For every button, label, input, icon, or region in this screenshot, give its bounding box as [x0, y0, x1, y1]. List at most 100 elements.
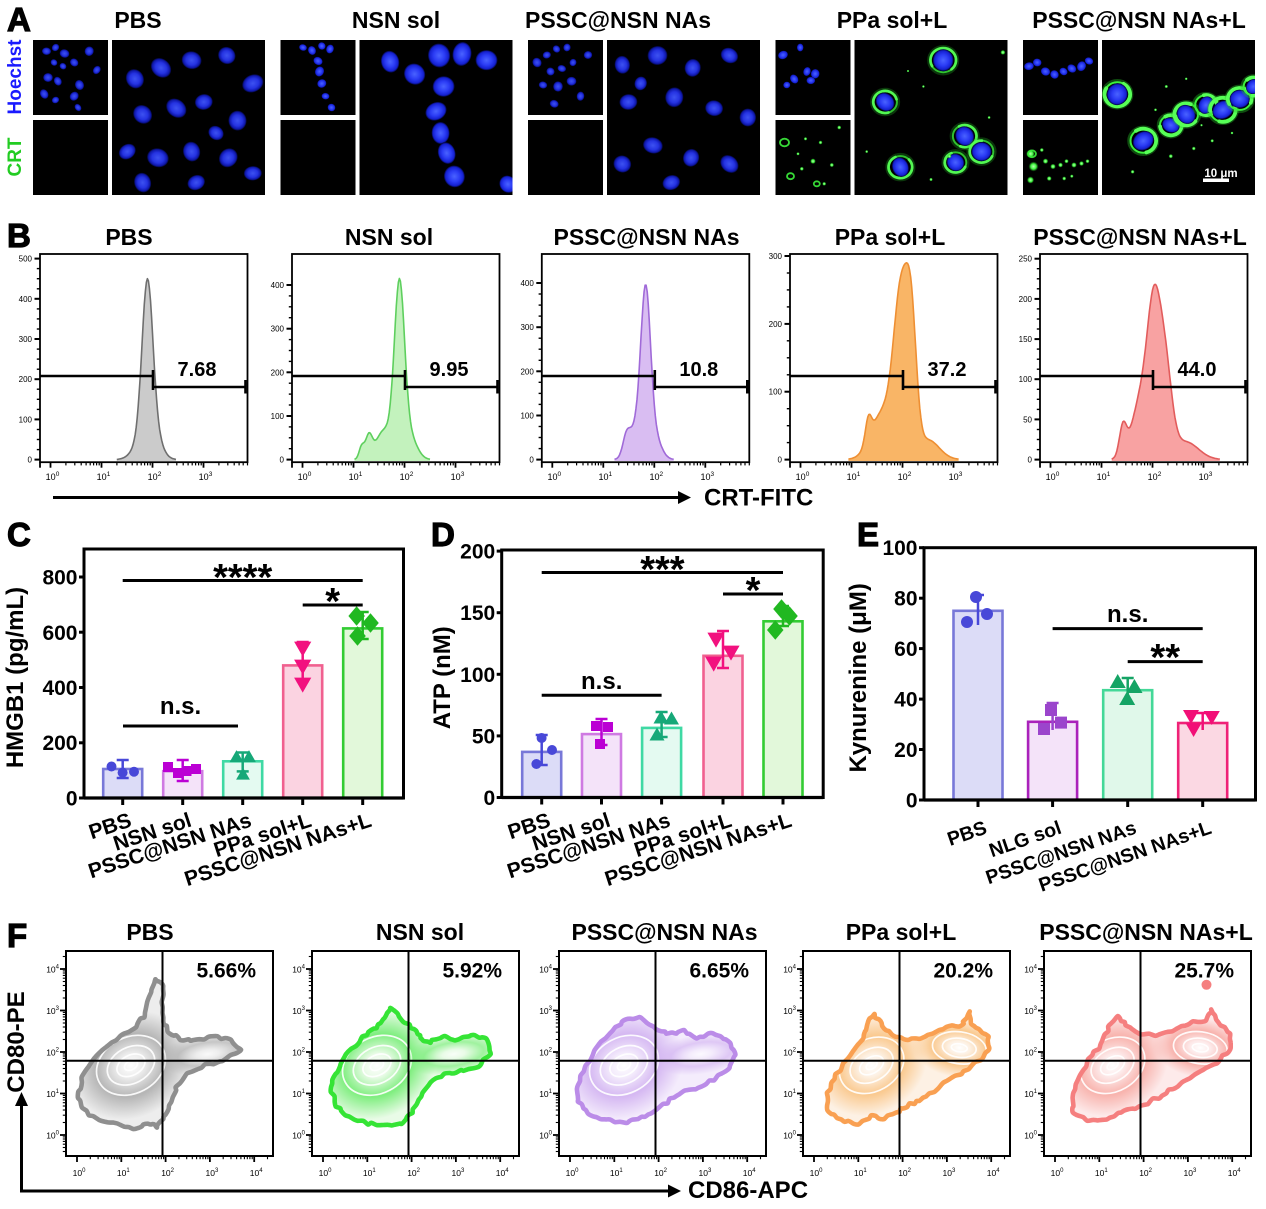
- svg-text:200: 200: [520, 367, 534, 376]
- svg-text:300: 300: [520, 323, 534, 332]
- svg-text:40: 40: [894, 689, 917, 712]
- svg-text:104: 104: [46, 965, 59, 975]
- svg-text:103: 103: [783, 1006, 796, 1016]
- svg-text:101: 101: [117, 1168, 130, 1178]
- svg-text:100: 100: [19, 415, 33, 424]
- svg-text:PPa sol+L: PPa sol+L: [846, 919, 957, 945]
- svg-text:100: 100: [271, 412, 285, 421]
- svg-text:103: 103: [46, 1006, 59, 1016]
- svg-text:101: 101: [46, 1089, 59, 1099]
- svg-text:101: 101: [847, 471, 861, 482]
- svg-text:CD80-PE: CD80-PE: [3, 991, 30, 1092]
- svg-text:104: 104: [783, 965, 796, 975]
- svg-text:100: 100: [46, 471, 60, 482]
- svg-text:101: 101: [598, 471, 612, 482]
- svg-text:100: 100: [1024, 1131, 1037, 1141]
- svg-text:D: D: [431, 516, 455, 553]
- svg-text:100: 100: [73, 1168, 86, 1178]
- svg-text:800: 800: [42, 567, 77, 590]
- svg-text:5.92%: 5.92%: [442, 960, 502, 983]
- svg-text:103: 103: [698, 1168, 711, 1178]
- svg-text:PSSC@NSN NAs+L: PSSC@NSN NAs+L: [1033, 224, 1247, 250]
- svg-text:102: 102: [898, 471, 912, 482]
- svg-text:7.68: 7.68: [178, 359, 217, 381]
- svg-text:104: 104: [1228, 1168, 1241, 1178]
- svg-text:100: 100: [810, 1168, 823, 1178]
- svg-text:101: 101: [1097, 471, 1111, 482]
- svg-text:103: 103: [451, 471, 465, 482]
- svg-text:PBS: PBS: [114, 7, 161, 33]
- svg-text:104: 104: [496, 1168, 509, 1178]
- svg-text:0: 0: [1028, 456, 1033, 465]
- svg-text:200: 200: [769, 320, 783, 329]
- svg-text:NSN sol: NSN sol: [352, 7, 440, 33]
- svg-text:n.s.: n.s.: [160, 693, 201, 720]
- svg-text:9.95: 9.95: [430, 359, 469, 381]
- svg-text:0: 0: [66, 788, 78, 811]
- svg-text:37.2: 37.2: [928, 359, 967, 381]
- svg-text:200: 200: [1019, 295, 1033, 304]
- svg-text:600: 600: [42, 622, 77, 645]
- svg-text:250: 250: [1019, 255, 1033, 264]
- svg-text:0: 0: [484, 787, 496, 810]
- svg-text:102: 102: [407, 1168, 420, 1178]
- svg-text:102: 102: [783, 1048, 796, 1058]
- svg-text:102: 102: [649, 471, 663, 482]
- svg-text:NSN sol: NSN sol: [345, 224, 433, 250]
- svg-text:20: 20: [894, 739, 917, 762]
- svg-text:104: 104: [539, 965, 552, 975]
- svg-text:PSSC@NSN NAs+L: PSSC@NSN NAs+L: [1039, 919, 1253, 945]
- svg-text:n.s.: n.s.: [1107, 601, 1148, 628]
- svg-text:102: 102: [1148, 471, 1162, 482]
- svg-text:101: 101: [854, 1168, 867, 1178]
- svg-text:100: 100: [298, 471, 312, 482]
- svg-text:200: 200: [19, 375, 33, 384]
- svg-text:80: 80: [894, 588, 917, 611]
- svg-text:100: 100: [539, 1131, 552, 1141]
- svg-text:300: 300: [271, 325, 285, 334]
- svg-text:*: *: [325, 581, 340, 623]
- svg-text:PPa sol+L: PPa sol+L: [835, 224, 946, 250]
- svg-text:E: E: [857, 516, 879, 553]
- svg-text:0: 0: [906, 790, 918, 813]
- svg-text:103: 103: [700, 471, 714, 482]
- svg-text:102: 102: [898, 1168, 911, 1178]
- svg-text:100: 100: [769, 388, 783, 397]
- svg-text:HMGB1 (pg/mL): HMGB1 (pg/mL): [2, 587, 29, 768]
- svg-text:6.65%: 6.65%: [689, 960, 749, 983]
- svg-text:102: 102: [46, 1048, 59, 1058]
- svg-text:101: 101: [363, 1168, 376, 1178]
- svg-text:50: 50: [472, 725, 495, 748]
- svg-text:300: 300: [19, 335, 33, 344]
- svg-text:PBS: PBS: [105, 224, 152, 250]
- svg-text:50: 50: [1023, 415, 1032, 424]
- svg-text:103: 103: [539, 1006, 552, 1016]
- svg-text:0: 0: [28, 456, 33, 465]
- svg-text:102: 102: [539, 1048, 552, 1058]
- svg-text:Kynurenine (μM): Kynurenine (μM): [845, 583, 872, 772]
- svg-text:PSSC@NSN NAs: PSSC@NSN NAs: [571, 919, 757, 945]
- svg-text:100: 100: [796, 471, 810, 482]
- svg-text:103: 103: [949, 471, 963, 482]
- svg-text:400: 400: [19, 295, 33, 304]
- svg-text:103: 103: [1199, 471, 1213, 482]
- svg-text:200: 200: [460, 541, 495, 564]
- svg-text:60: 60: [894, 638, 917, 661]
- svg-text:102: 102: [1024, 1048, 1037, 1058]
- svg-text:103: 103: [1024, 1006, 1037, 1016]
- svg-text:ATP (nM): ATP (nM): [429, 626, 456, 729]
- svg-text:101: 101: [292, 1089, 305, 1099]
- svg-text:25.7%: 25.7%: [1174, 960, 1234, 983]
- svg-text:100: 100: [1051, 1168, 1064, 1178]
- svg-text:101: 101: [610, 1168, 623, 1178]
- svg-text:0: 0: [778, 456, 783, 465]
- svg-text:102: 102: [161, 1168, 174, 1178]
- svg-text:101: 101: [97, 471, 111, 482]
- svg-text:PBS: PBS: [126, 919, 173, 945]
- svg-text:CD86-APC: CD86-APC: [688, 1177, 808, 1204]
- svg-text:100: 100: [460, 664, 495, 687]
- svg-text:100: 100: [1046, 471, 1060, 482]
- svg-text:104: 104: [987, 1168, 1000, 1178]
- svg-text:100: 100: [46, 1131, 59, 1141]
- svg-text:300: 300: [769, 252, 783, 261]
